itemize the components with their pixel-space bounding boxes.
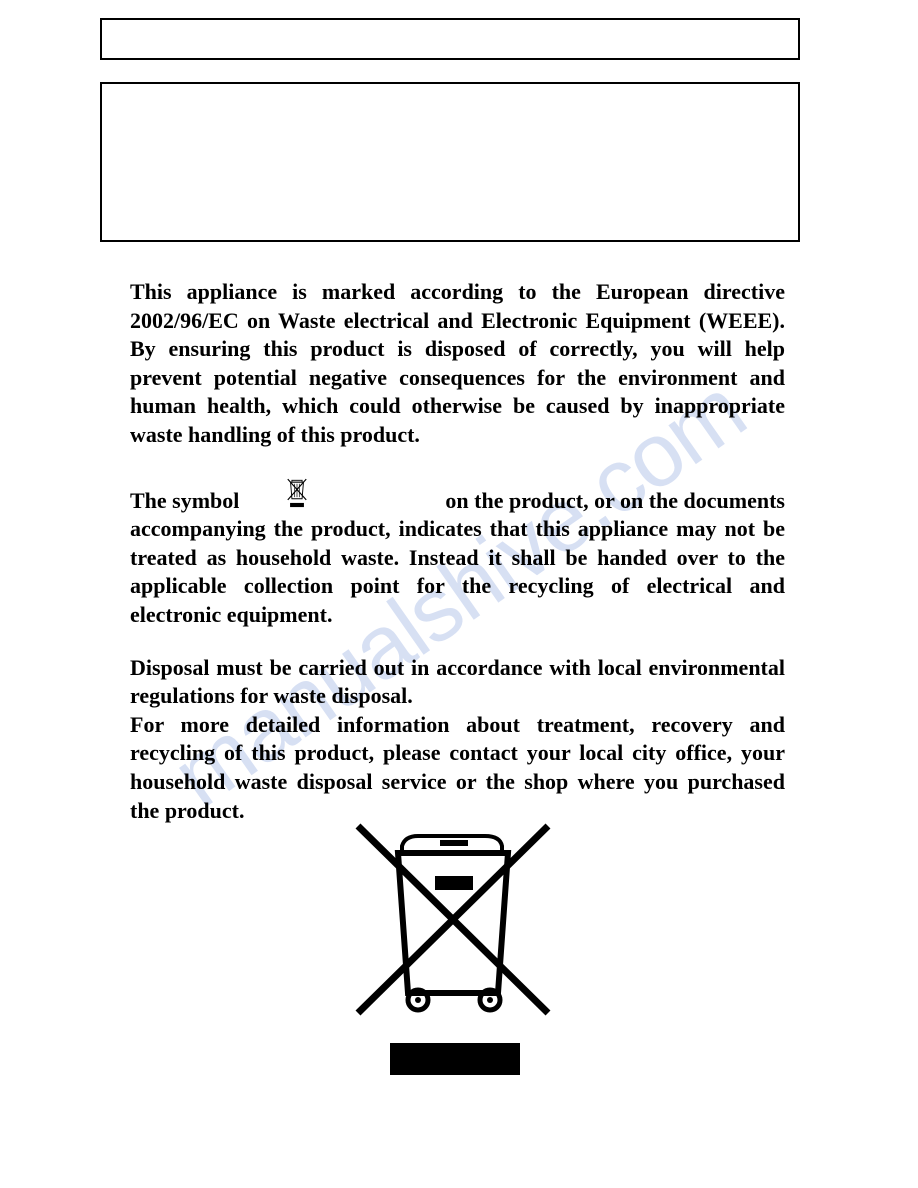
paragraph-3: Disposal must be carried out in accordan… — [130, 654, 785, 826]
paragraph-2-before: The symbol — [130, 487, 239, 516]
empty-box-1 — [100, 18, 800, 60]
empty-box-2 — [100, 82, 800, 242]
body-content: This appliance is marked according to th… — [130, 278, 785, 825]
paragraph-2-rest: accompanying the product, indicates that… — [130, 515, 785, 629]
paragraph-1: This appliance is marked according to th… — [130, 278, 785, 450]
weee-crossed-bin-icon — [330, 818, 580, 1083]
weee-crossed-bin-icon — [247, 478, 347, 516]
paragraph-2: The symbol on the product, or on the doc… — [130, 478, 785, 630]
paragraph-2-after: on the product, or on the documents — [355, 487, 785, 516]
